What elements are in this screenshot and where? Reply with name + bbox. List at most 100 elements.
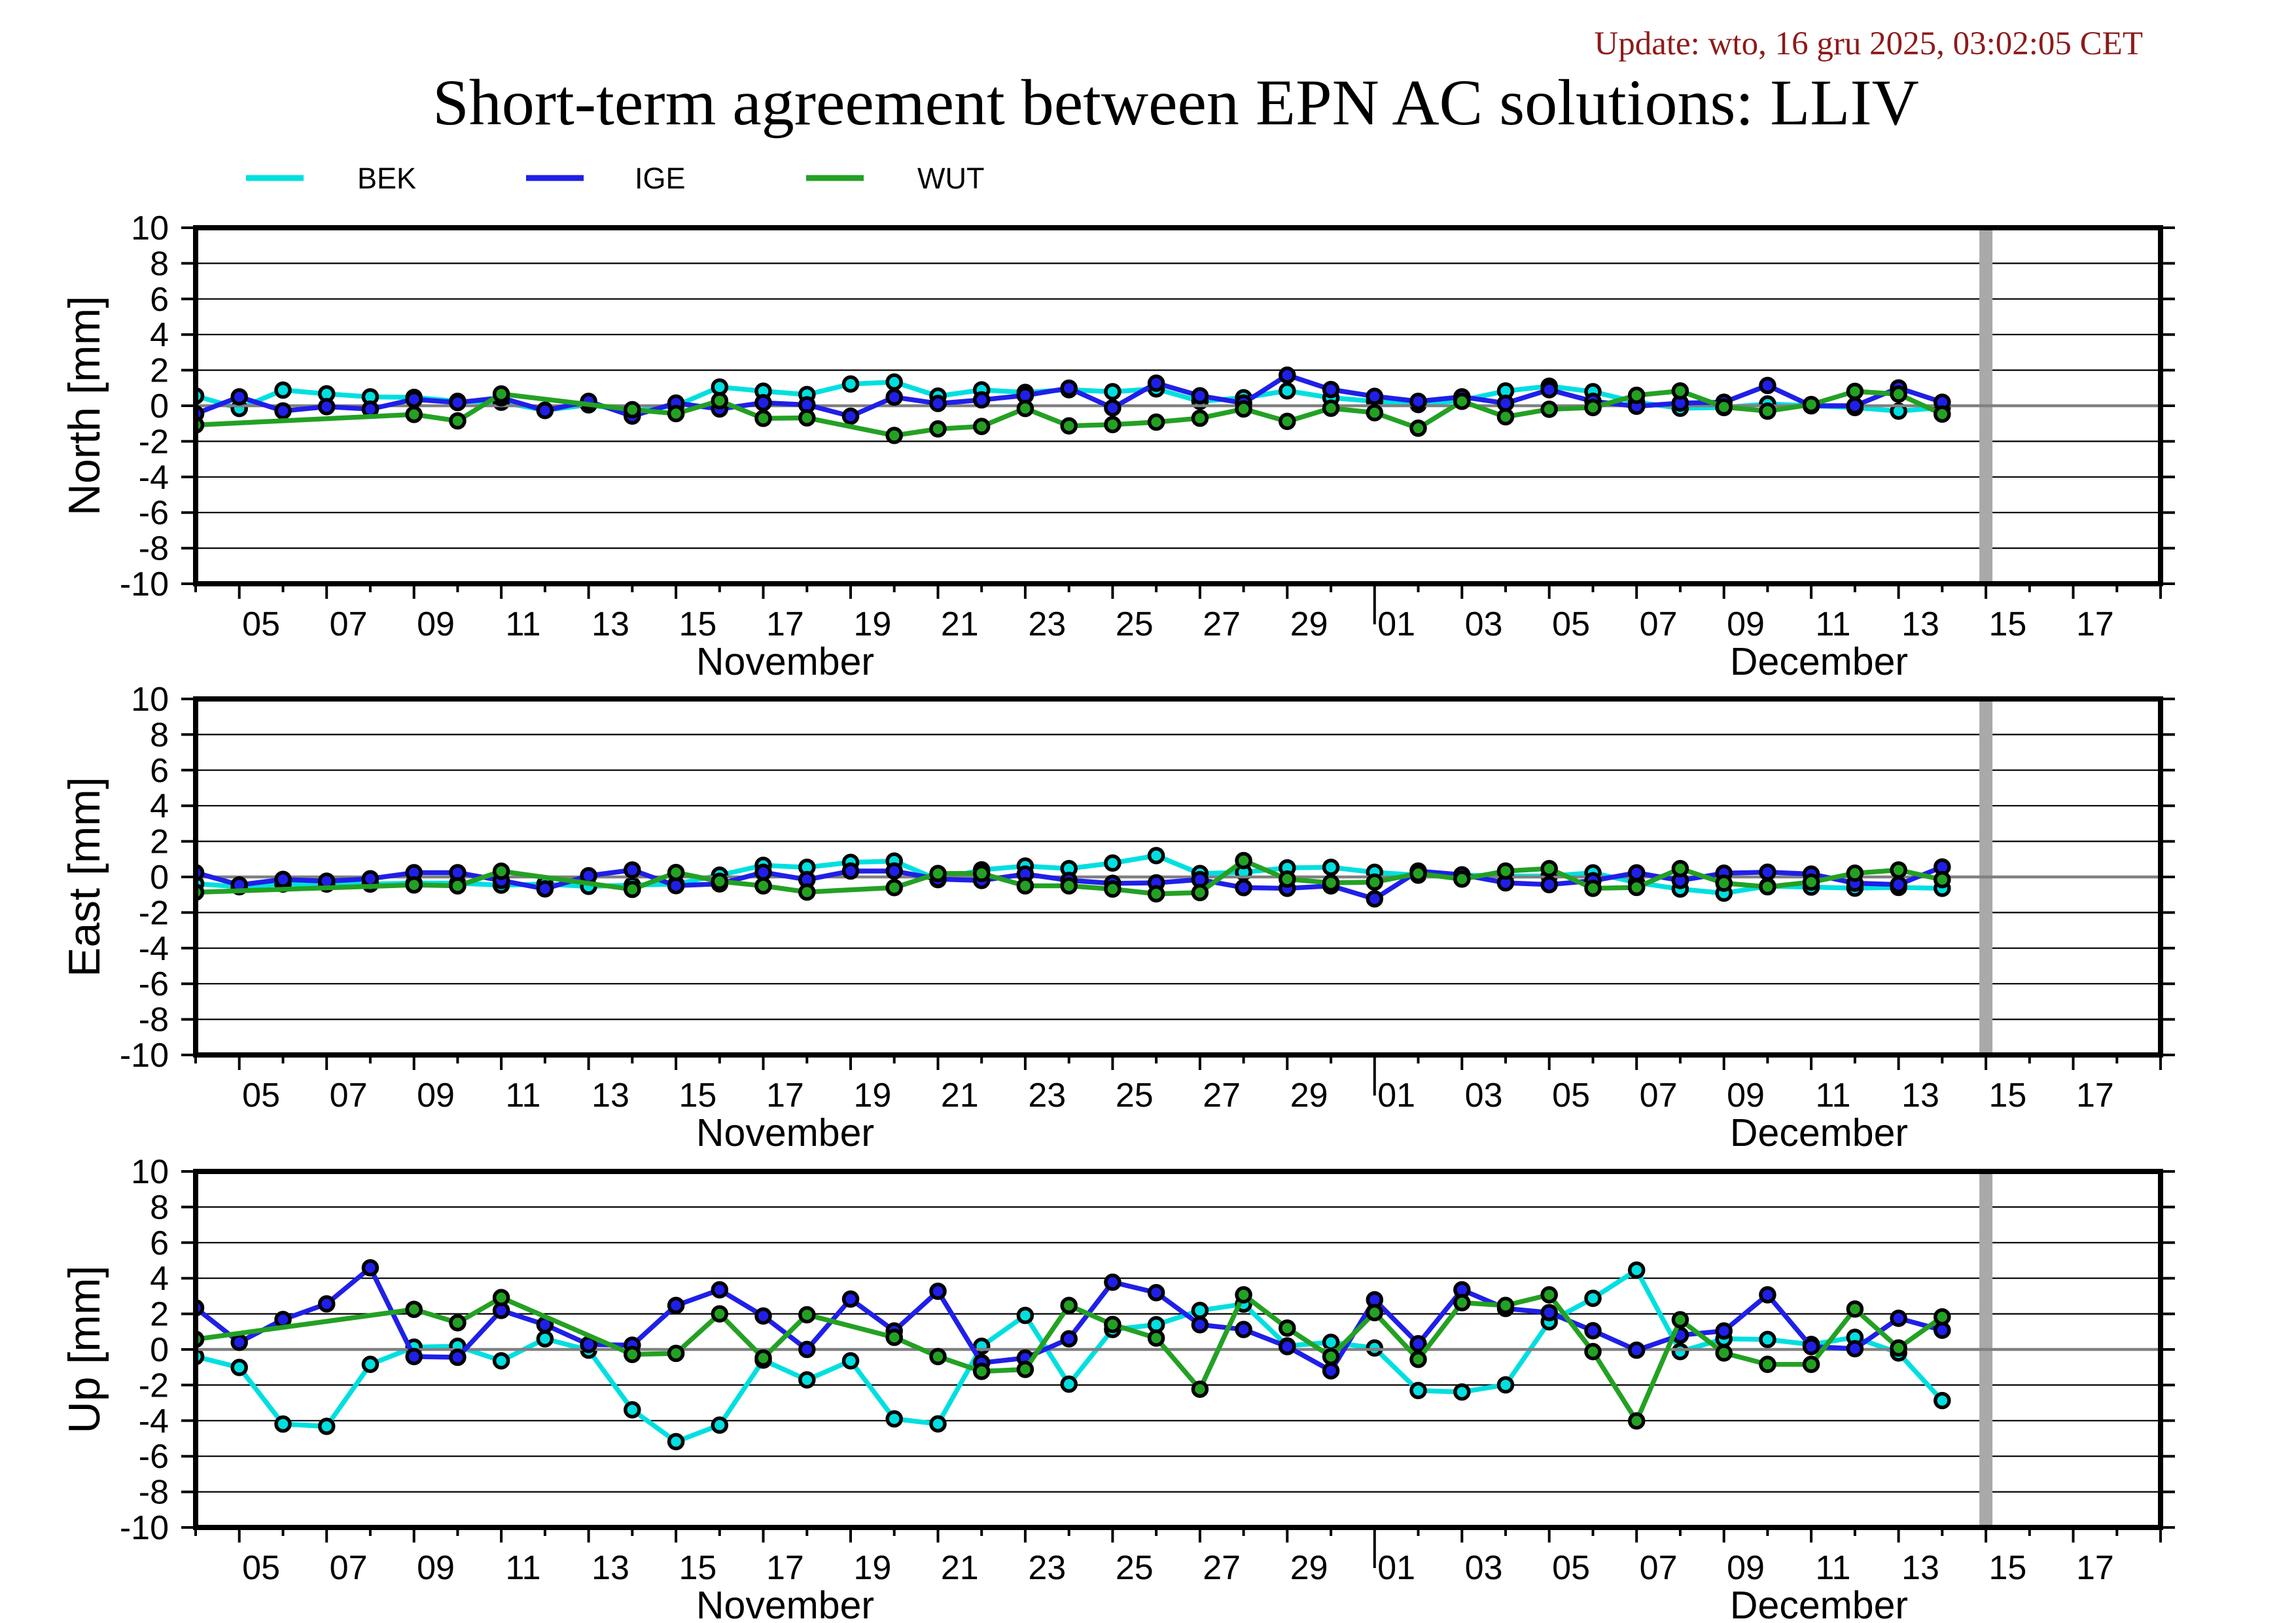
svg-text:11: 11 [1816,1077,1851,1115]
svg-text:8: 8 [150,1188,169,1226]
svg-text:13: 13 [592,1077,629,1115]
svg-text:8: 8 [150,245,169,283]
svg-text:2: 2 [150,352,169,390]
svg-text:21: 21 [941,1549,979,1587]
svg-text:29: 29 [1290,605,1328,643]
svg-text:-4: -4 [139,930,169,968]
svg-text:13: 13 [592,1549,629,1587]
svg-text:29: 29 [1290,1077,1328,1115]
svg-text:13: 13 [1901,605,1939,643]
svg-text:0: 0 [150,1331,169,1369]
svg-text:05: 05 [1552,1549,1590,1587]
svg-text:WUT: WUT [917,162,984,195]
svg-text:-8: -8 [139,530,169,568]
svg-text:-4: -4 [139,459,169,497]
svg-text:25: 25 [1116,1077,1154,1115]
svg-text:23: 23 [1028,605,1066,643]
svg-text:13: 13 [1901,1077,1939,1115]
svg-text:2: 2 [150,823,169,861]
svg-text:05: 05 [242,1549,280,1587]
svg-text:09: 09 [1727,1549,1765,1587]
svg-text:8: 8 [150,716,169,754]
svg-text:25: 25 [1116,605,1154,643]
svg-text:December: December [1730,1111,1908,1154]
svg-text:11: 11 [506,1077,541,1115]
svg-text:-8: -8 [139,1001,169,1039]
svg-text:15: 15 [679,605,716,643]
svg-text:-10: -10 [120,1037,169,1075]
svg-text:07: 07 [1640,1077,1678,1115]
svg-text:29: 29 [1290,1549,1328,1587]
svg-text:23: 23 [1028,1549,1066,1587]
svg-text:17: 17 [766,605,804,643]
svg-text:6: 6 [150,1224,169,1262]
svg-text:10: 10 [131,681,169,719]
svg-text:-6: -6 [139,965,169,1003]
svg-text:07: 07 [330,1549,368,1587]
svg-text:November: November [696,1584,874,1623]
svg-text:09: 09 [417,605,455,643]
svg-text:09: 09 [1727,1077,1765,1115]
svg-text:19: 19 [853,1077,891,1115]
svg-text:17: 17 [766,1549,804,1587]
svg-text:07: 07 [330,605,368,643]
svg-text:IGE: IGE [635,162,686,195]
svg-text:05: 05 [1552,1077,1590,1115]
svg-text:-10: -10 [120,565,169,603]
svg-text:0: 0 [150,387,169,425]
svg-text:-8: -8 [139,1474,169,1512]
svg-text:27: 27 [1203,1549,1241,1587]
svg-text:15: 15 [679,1077,716,1115]
svg-text:15: 15 [1988,1077,2026,1115]
svg-text:11: 11 [1816,605,1851,643]
svg-text:Up [mm]: Up [mm] [60,1266,109,1434]
svg-text:10: 10 [131,1153,169,1191]
svg-text:-10: -10 [120,1509,169,1547]
svg-text:11: 11 [506,1549,541,1587]
svg-text:-6: -6 [139,494,169,532]
svg-text:Update: wto, 16 gru 2025, 03:0: Update: wto, 16 gru 2025, 03:02:05 CET [1594,26,2143,62]
svg-text:15: 15 [1988,1549,2026,1587]
svg-text:13: 13 [1901,1549,1939,1587]
svg-text:05: 05 [1552,605,1590,643]
svg-text:17: 17 [2076,1077,2114,1115]
svg-text:09: 09 [1727,605,1765,643]
svg-text:25: 25 [1116,1549,1154,1587]
svg-text:21: 21 [941,1077,979,1115]
svg-text:05: 05 [242,605,280,643]
svg-text:4: 4 [150,316,169,354]
svg-text:13: 13 [592,605,629,643]
svg-text:03: 03 [1465,1077,1503,1115]
svg-text:6: 6 [150,281,169,319]
svg-text:4: 4 [150,1260,169,1298]
svg-text:23: 23 [1028,1077,1066,1115]
svg-text:27: 27 [1203,605,1241,643]
svg-text:-2: -2 [139,423,169,461]
svg-text:6: 6 [150,752,169,790]
svg-text:-4: -4 [139,1402,169,1440]
svg-text:November: November [696,1111,874,1154]
svg-text:07: 07 [330,1077,368,1115]
svg-text:4: 4 [150,787,169,825]
svg-text:-2: -2 [139,894,169,932]
svg-text:09: 09 [417,1549,455,1587]
svg-text:-6: -6 [139,1438,169,1476]
svg-text:0: 0 [150,859,169,897]
svg-text:11: 11 [506,605,541,643]
svg-text:19: 19 [853,1549,891,1587]
svg-text:27: 27 [1203,1077,1241,1115]
svg-text:09: 09 [417,1077,455,1115]
svg-text:19: 19 [853,605,891,643]
svg-text:15: 15 [1988,605,2026,643]
svg-text:Short-term agreement between E: Short-term agreement between EPN AC solu… [433,66,1919,139]
svg-text:11: 11 [1816,1549,1851,1587]
svg-text:17: 17 [2076,1549,2114,1587]
svg-text:November: November [696,640,874,683]
svg-text:17: 17 [2076,605,2114,643]
svg-text:01: 01 [1377,1077,1415,1115]
svg-text:BEK: BEK [357,162,416,195]
svg-text:December: December [1730,640,1908,683]
svg-text:December: December [1730,1584,1908,1623]
svg-text:03: 03 [1465,1549,1503,1587]
svg-text:21: 21 [941,605,979,643]
